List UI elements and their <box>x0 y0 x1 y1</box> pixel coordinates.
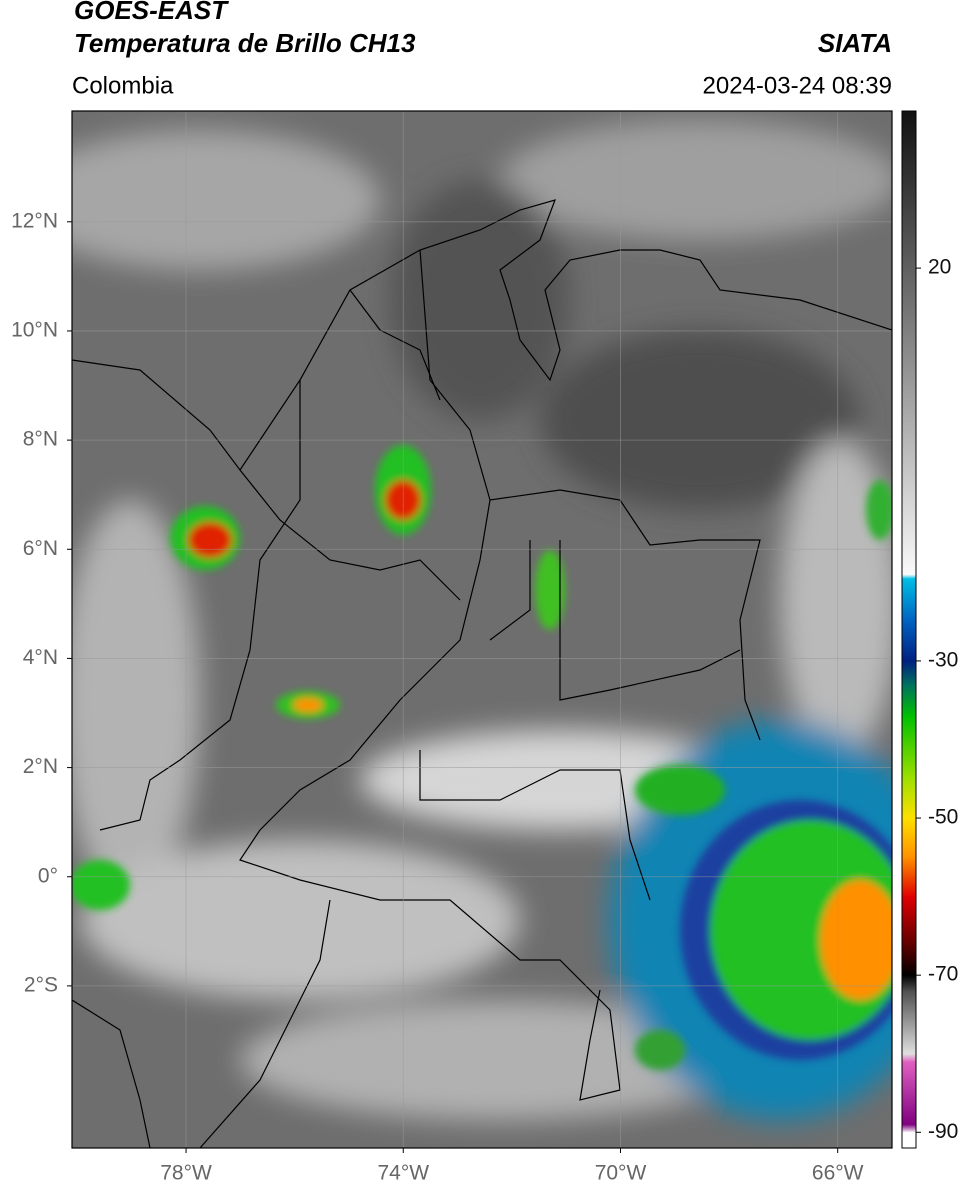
x-tick-label: 78°W <box>160 1162 212 1185</box>
colorbar-segment <box>902 1132 916 1149</box>
colorbar-segment <box>902 621 916 662</box>
colorbar-segment <box>902 975 916 992</box>
y-tick-label: 2°N <box>23 755 58 778</box>
map-frame <box>71 110 893 1149</box>
colorbar-segment <box>902 684 916 717</box>
y-tick-label: 0° <box>38 864 58 887</box>
colorbar-segment <box>902 818 916 858</box>
colorbar-tick-label: -90 <box>928 1120 958 1143</box>
x-tick-label: 74°W <box>377 1162 429 1185</box>
title: GOES-EAST <box>74 0 229 25</box>
colorbar-segment <box>902 857 916 898</box>
region: Colombia <box>72 72 174 99</box>
colorbar-segment <box>902 660 916 685</box>
colorbar-segment <box>902 896 916 945</box>
y-tick-label: 12°N <box>11 209 58 232</box>
colorbar-segment <box>902 111 916 576</box>
colorbar-tick-label: -30 <box>928 648 958 671</box>
source: SIATA <box>818 28 892 58</box>
colorbar-segment <box>902 943 916 976</box>
y-tick-label: 4°N <box>23 646 58 669</box>
colorbar-tick-label: -70 <box>928 963 958 986</box>
colorbar-tick-label: 20 <box>928 256 951 279</box>
colorbar-segment <box>902 578 916 623</box>
colorbar-segment <box>902 715 916 780</box>
colorbar-segment <box>902 1124 916 1133</box>
colorbar-segment <box>902 574 916 579</box>
y-tick-label: 2°S <box>24 973 58 996</box>
colorbar-segment <box>902 1061 916 1125</box>
colorbar-segment <box>902 1053 916 1063</box>
datetime: 2024-03-24 08:39 <box>703 72 893 99</box>
subtitle: Temperatura de Brillo CH13 <box>74 28 416 58</box>
colorbar-frame <box>901 110 917 1149</box>
y-tick-label: 10°N <box>11 319 58 342</box>
colorbar-segment <box>902 778 916 819</box>
x-tick-label: 70°W <box>595 1162 647 1185</box>
satellite-image <box>72 111 892 1148</box>
y-tick-label: 6°N <box>23 537 58 560</box>
colorbar-segment <box>902 990 916 1055</box>
colorbar-tick-label: -50 <box>928 806 958 829</box>
x-tick-label: 66°W <box>812 1162 864 1185</box>
y-tick-label: 8°N <box>23 428 58 451</box>
